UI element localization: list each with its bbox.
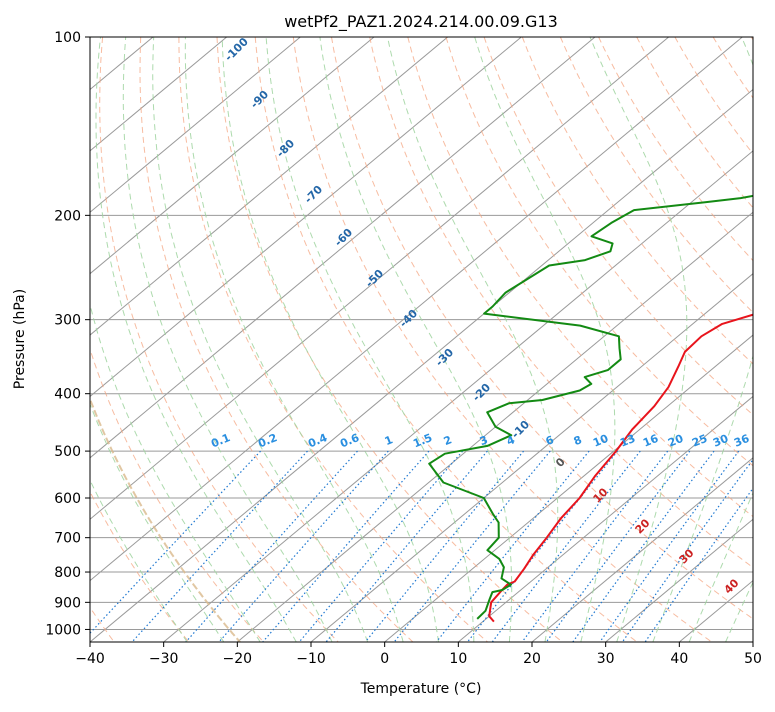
y-tick-label: 600 [54,491,81,507]
y-tick-label: 200 [54,208,81,224]
x-tick-label: 0 [380,651,389,667]
x-tick-label: −40 [75,651,105,667]
x-tick-label: −30 [149,651,179,667]
y-tick-label: 900 [54,595,81,611]
y-tick-label: 1000 [45,622,81,638]
y-tick-label: 100 [54,30,81,46]
x-tick-label: 50 [744,651,762,667]
y-tick-label: 300 [54,313,81,329]
chart-title: wetPf2_PAZ1.2024.214.00.09.G13 [284,12,558,32]
x-tick-label: −10 [296,651,326,667]
y-tick-label: 400 [54,387,81,403]
x-tick-label: −20 [223,651,253,667]
x-axis-label: Temperature (°C) [360,681,482,697]
y-tick-label: 500 [54,444,81,460]
x-tick-label: 10 [449,651,467,667]
x-tick-label: 30 [597,651,615,667]
y-tick-label: 800 [54,565,81,581]
y-tick-label: 700 [54,531,81,547]
x-tick-label: 20 [523,651,541,667]
x-tick-label: 40 [670,651,688,667]
y-axis-label: Pressure (hPa) [12,289,28,389]
